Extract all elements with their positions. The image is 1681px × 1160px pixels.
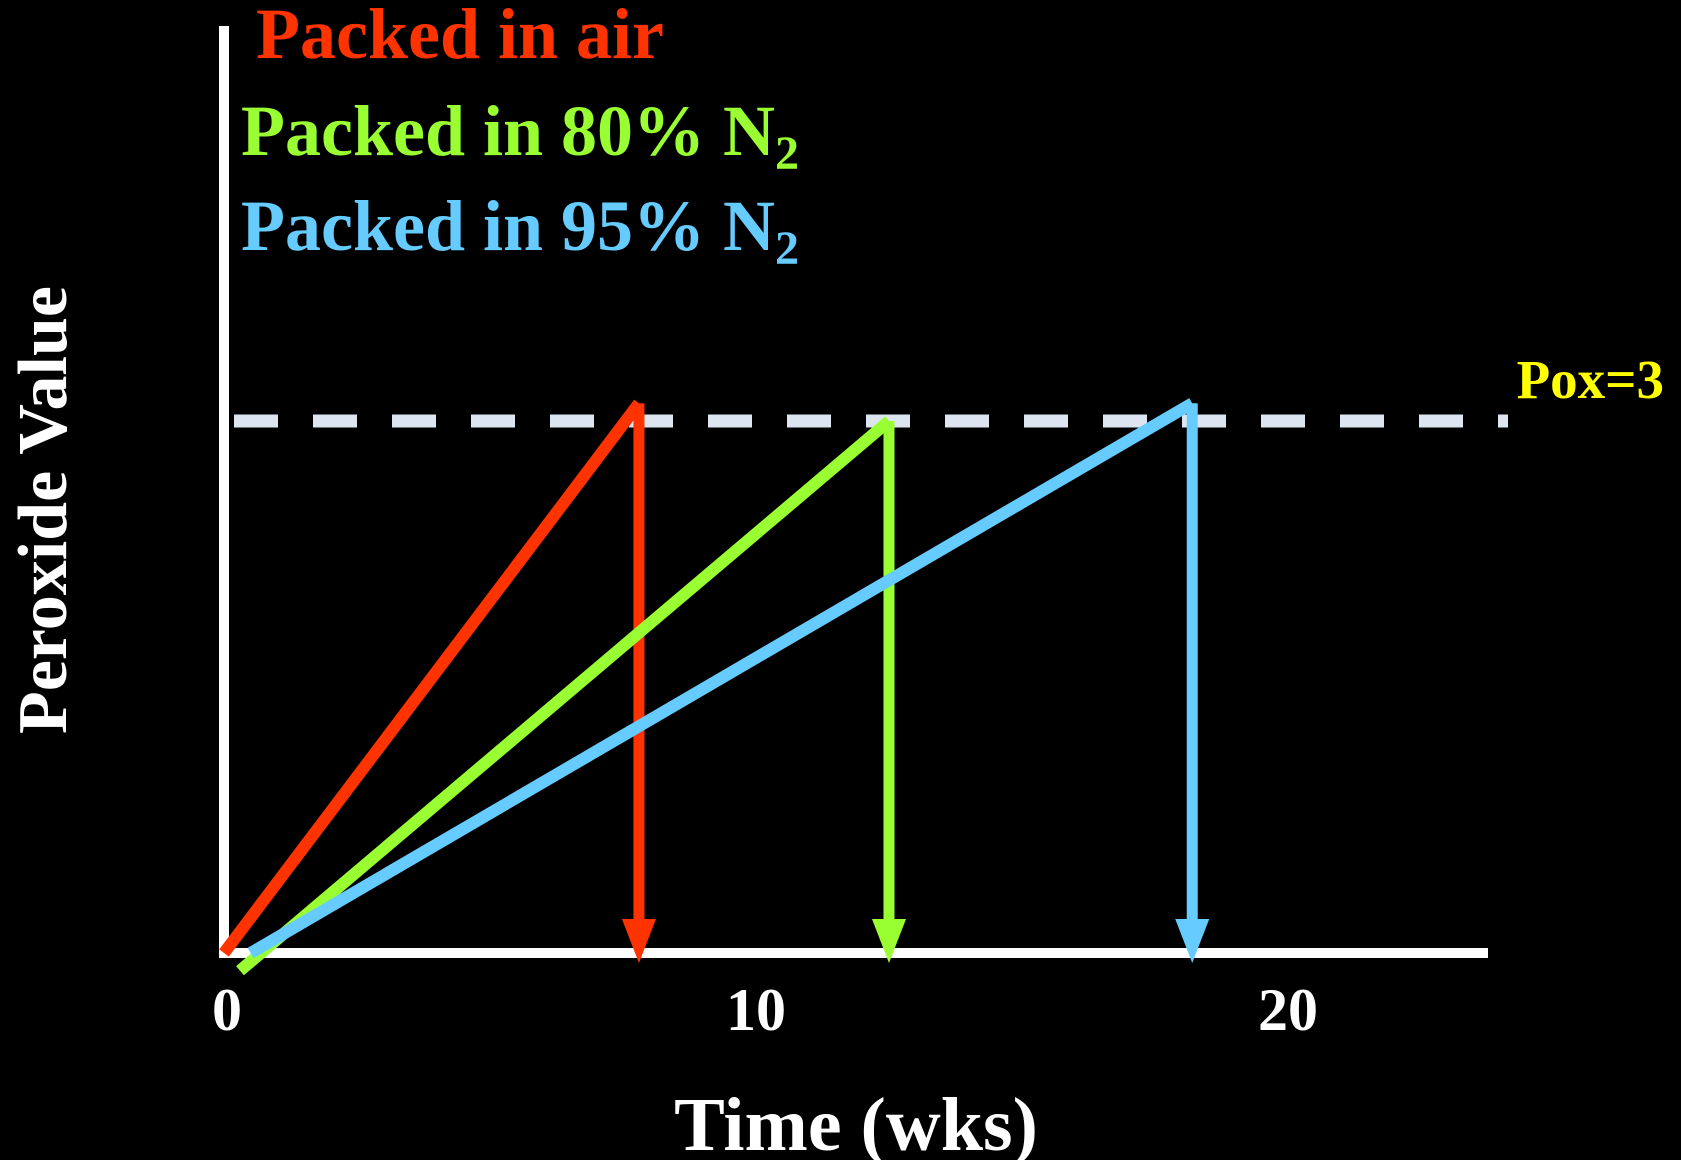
legend-entry-1: Packed in air <box>256 0 664 74</box>
series-line-3 <box>247 398 1196 959</box>
x-tick-label-10: 10 <box>726 977 786 1043</box>
threshold-label: Pox=3 <box>1517 349 1664 410</box>
legend-entry-3: Packed in 95% N2 <box>241 186 799 275</box>
legend-entry-2: Packed in 80% N2 <box>241 91 799 180</box>
x-tick-label-20: 20 <box>1258 977 1318 1043</box>
drop-arrow-head-3 <box>1175 919 1210 963</box>
drop-arrow-head-1 <box>621 919 656 963</box>
series-line-2 <box>236 416 893 976</box>
x-tick-label-0: 0 <box>212 977 242 1043</box>
drop-arrow-head-2 <box>872 919 906 963</box>
series-line-1 <box>219 399 644 957</box>
x-axis-title: Time (wks) <box>674 1083 1038 1160</box>
y-axis-title: Peroxide Value <box>5 286 82 734</box>
x-tick-labels: 0 10 20 <box>212 977 1318 1043</box>
series-layer <box>219 398 1210 976</box>
